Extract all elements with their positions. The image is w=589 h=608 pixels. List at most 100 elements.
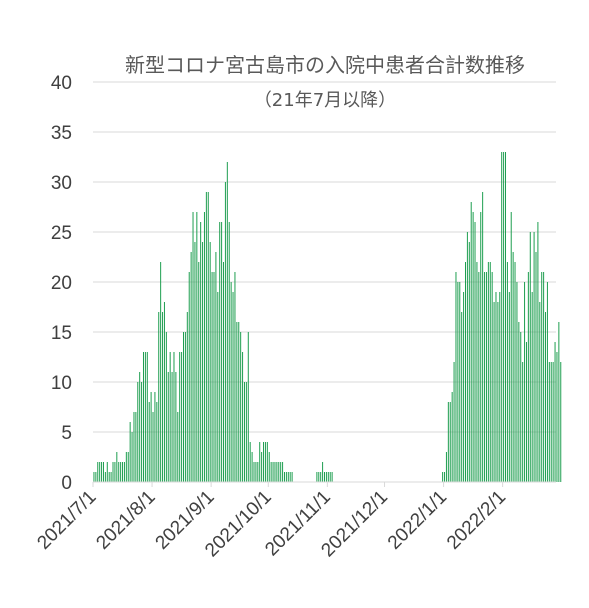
bar xyxy=(224,182,226,482)
bar xyxy=(205,192,207,482)
bar xyxy=(514,262,516,482)
bar xyxy=(459,282,461,482)
bar xyxy=(554,342,556,482)
bar xyxy=(171,372,173,482)
bar xyxy=(520,332,522,482)
bar xyxy=(190,252,192,482)
bar xyxy=(99,462,101,482)
bar xyxy=(177,412,179,482)
bar xyxy=(215,252,217,482)
bar xyxy=(188,272,190,482)
bar xyxy=(478,272,480,482)
bar xyxy=(112,462,114,482)
bar xyxy=(495,292,497,482)
bar xyxy=(497,302,499,482)
bar xyxy=(472,212,474,482)
bar xyxy=(133,412,135,482)
bar xyxy=(278,462,280,482)
bar xyxy=(106,462,108,482)
bar xyxy=(141,382,143,482)
bar xyxy=(163,302,165,482)
bar xyxy=(110,472,112,482)
bar xyxy=(251,452,253,482)
bar xyxy=(175,372,177,482)
bar xyxy=(219,222,221,482)
bar xyxy=(524,282,526,482)
bar xyxy=(200,222,202,482)
bar xyxy=(183,332,184,482)
bar xyxy=(451,392,453,482)
bar xyxy=(482,192,484,482)
bar xyxy=(150,392,152,482)
bar xyxy=(181,352,183,482)
bar xyxy=(253,462,255,482)
bar xyxy=(184,332,186,482)
bar xyxy=(217,292,219,482)
bar xyxy=(512,252,514,482)
bar xyxy=(282,462,284,482)
bar xyxy=(480,212,482,482)
bar xyxy=(156,402,158,482)
bar xyxy=(169,352,171,482)
bar xyxy=(550,362,552,482)
bar xyxy=(476,262,478,482)
bar xyxy=(474,222,476,482)
bar xyxy=(444,472,446,482)
y-tick-label: 20 xyxy=(51,273,72,294)
bar xyxy=(102,462,104,482)
bar xyxy=(165,332,167,482)
bar xyxy=(125,452,127,482)
bar xyxy=(167,372,169,482)
bar xyxy=(223,262,225,482)
bar xyxy=(114,462,116,482)
bar xyxy=(236,322,238,482)
bar xyxy=(545,312,547,482)
bar xyxy=(266,442,268,482)
bar xyxy=(537,222,539,482)
bar xyxy=(527,272,529,482)
bar xyxy=(192,212,194,482)
bar xyxy=(485,272,487,482)
bar xyxy=(118,462,120,482)
bar xyxy=(533,232,535,482)
bar xyxy=(240,332,242,482)
bar xyxy=(556,352,558,482)
bar xyxy=(131,432,133,482)
bar xyxy=(510,212,512,482)
bar xyxy=(546,282,548,482)
bar xyxy=(249,442,251,482)
bar xyxy=(108,472,110,482)
bar xyxy=(154,392,156,482)
bar-series xyxy=(93,152,562,482)
bar xyxy=(144,352,146,482)
bar xyxy=(329,472,331,482)
bar xyxy=(268,452,270,482)
bar xyxy=(560,362,562,482)
bar xyxy=(247,332,249,482)
bar xyxy=(255,462,257,482)
bar xyxy=(179,352,181,482)
bar xyxy=(137,382,139,482)
bar xyxy=(470,202,472,482)
bar xyxy=(276,462,278,482)
bar xyxy=(274,462,276,482)
y-tick-label: 15 xyxy=(51,323,72,344)
bar xyxy=(465,262,466,482)
y-tick-label: 0 xyxy=(61,473,72,494)
x-axis-ticks: 2021/7/12021/8/12021/9/12021/10/12021/11… xyxy=(33,482,510,561)
x-tick-label: 2021/8/1 xyxy=(92,487,159,554)
bar xyxy=(289,472,291,482)
bar xyxy=(489,262,491,482)
bar xyxy=(318,472,320,482)
bar xyxy=(327,472,329,482)
bar xyxy=(196,212,198,482)
bar xyxy=(535,252,537,482)
bar xyxy=(505,152,507,482)
y-axis-ticks: 0 5 10 15 20 25 30 35 40 xyxy=(51,73,72,494)
bar xyxy=(93,472,95,482)
bar xyxy=(449,402,451,482)
bar xyxy=(127,452,129,482)
x-tick-label: 2022/1/1 xyxy=(384,487,451,554)
bar xyxy=(158,312,160,482)
bar xyxy=(539,302,541,482)
